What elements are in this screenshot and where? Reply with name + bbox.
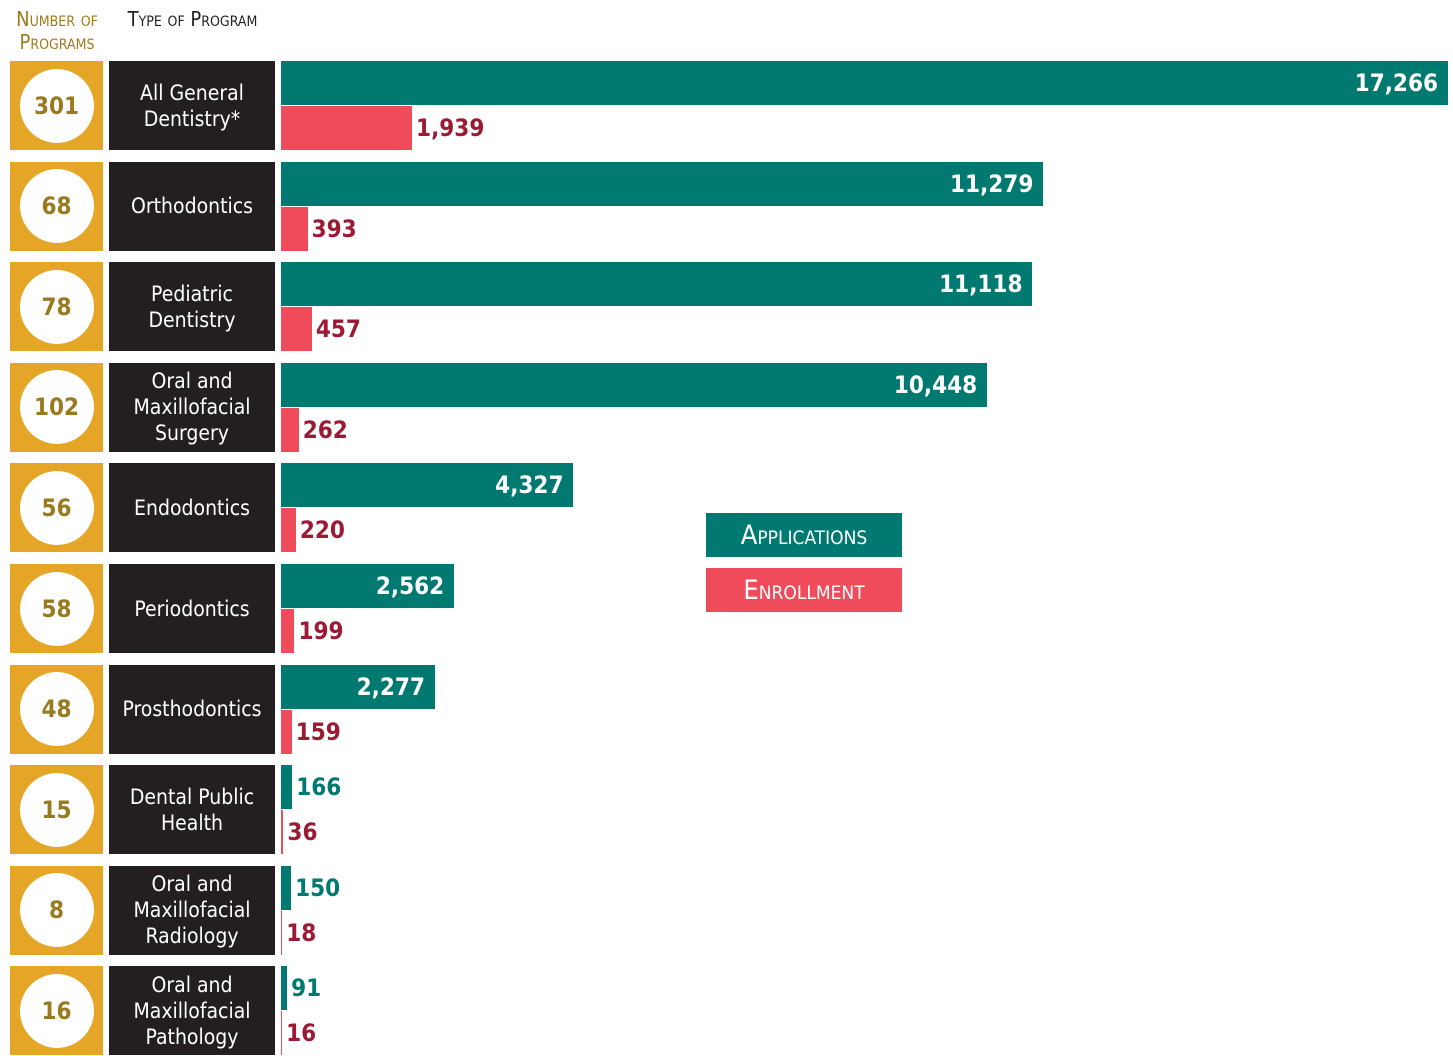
program-count-box: 301	[10, 61, 103, 150]
bar	[281, 1011, 283, 1056]
program-count-box: 48	[10, 664, 103, 754]
value-label: 91	[291, 974, 322, 1003]
bar	[281, 609, 295, 653]
program-count: 16	[19, 973, 94, 1048]
program-count-box: 58	[10, 564, 103, 653]
category-label: Dental Public Health	[109, 765, 275, 855]
value-label: 11,118	[939, 270, 1023, 299]
value-label: 159	[295, 717, 341, 746]
value-label: 2,277	[356, 672, 425, 701]
program-count: 56	[19, 470, 94, 545]
value-label: 199	[298, 617, 344, 645]
bar	[281, 362, 988, 407]
bar	[281, 910, 283, 955]
bar	[281, 262, 1033, 307]
value-label: 36	[287, 818, 318, 847]
bar	[281, 966, 288, 1011]
program-count-box: 16	[10, 966, 103, 1056]
program-count: 68	[19, 169, 94, 244]
value-label: 393	[311, 214, 357, 243]
bar	[281, 463, 574, 508]
bar	[281, 161, 1044, 206]
category-label: Pediatric Dentistry	[109, 262, 275, 352]
column-header: Number of Programs	[16, 7, 98, 54]
value-label: 1,939	[416, 114, 485, 142]
legend-entry: Applications	[706, 513, 902, 557]
bar	[281, 709, 292, 754]
bar	[281, 407, 299, 452]
program-count-box: 68	[10, 161, 103, 251]
bar	[281, 564, 455, 608]
bar	[281, 865, 292, 910]
bar	[281, 106, 413, 150]
value-label: 166	[296, 773, 342, 802]
value-label: 11,279	[950, 169, 1034, 198]
value-label: 4,327	[495, 471, 564, 500]
bar	[281, 664, 435, 709]
value-label: 262	[302, 415, 348, 444]
category-label: Periodontics	[109, 564, 275, 653]
value-label: 18	[286, 918, 317, 947]
value-label: 457	[315, 315, 361, 344]
program-count: 301	[19, 68, 94, 143]
category-label: Endodontics	[109, 463, 275, 553]
program-count: 8	[19, 873, 94, 948]
program-count-box: 102	[10, 362, 103, 452]
bar	[281, 765, 293, 810]
program-count-box: 15	[10, 765, 103, 855]
program-count: 15	[19, 772, 94, 847]
bar	[281, 206, 308, 251]
value-label: 2,562	[375, 572, 445, 600]
program-count: 78	[19, 269, 94, 344]
category-label: Oral and Maxillofacial Pathology	[109, 966, 275, 1056]
category-label: Prosthodontics	[109, 664, 275, 754]
category-label: All General Dentistry*	[109, 61, 275, 150]
value-label: 16	[286, 1019, 317, 1048]
program-count: 102	[19, 370, 94, 445]
value-label: 17,266	[1354, 69, 1438, 97]
value-label: 10,448	[893, 370, 978, 399]
category-label: Orthodontics	[109, 161, 275, 251]
category-label: Oral and Maxillofacial Surgery	[109, 362, 275, 452]
bar	[281, 61, 1448, 105]
legend-entry: Enrollment	[706, 568, 902, 612]
program-count: 48	[19, 672, 94, 747]
bar	[281, 810, 284, 855]
category-label: Oral and Maxillofacial Radiology	[109, 865, 275, 955]
program-count-box: 56	[10, 463, 103, 553]
column-header: Type of Program	[127, 7, 258, 31]
bar	[281, 307, 312, 352]
program-count: 58	[19, 571, 94, 646]
program-count-box: 78	[10, 262, 103, 352]
value-label: 150	[295, 873, 341, 902]
value-label: 220	[299, 516, 345, 545]
program-count-box: 8	[10, 865, 103, 955]
bar	[281, 508, 296, 553]
